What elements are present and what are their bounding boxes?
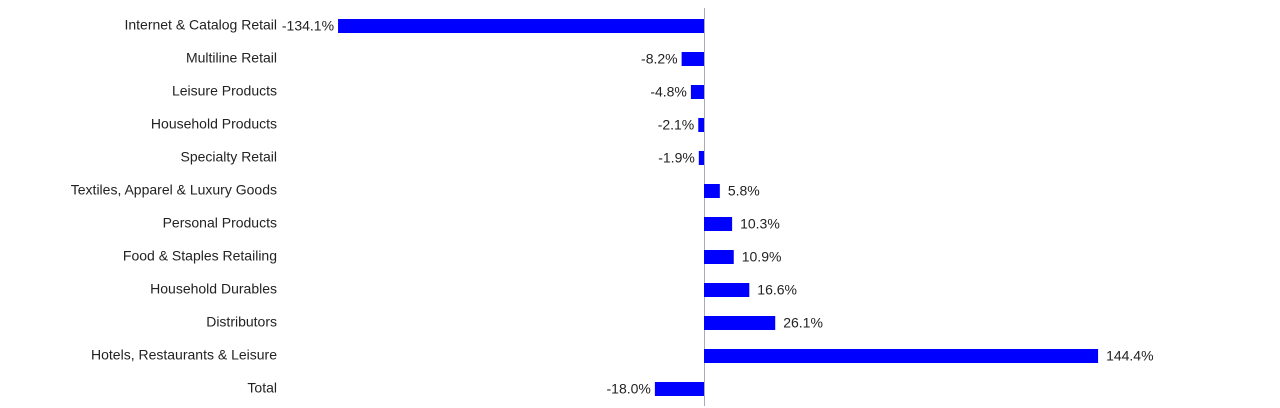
data-label: -8.2% (641, 51, 678, 67)
category-label: Internet & Catalog Retail (124, 17, 277, 33)
bar (681, 52, 704, 66)
data-label: -2.1% (658, 117, 695, 133)
category-label: Personal Products (163, 215, 277, 231)
category-label: Specialty Retail (181, 149, 278, 165)
category-label: Multiline Retail (186, 50, 277, 66)
data-label: -18.0% (607, 381, 651, 397)
data-label: 10.3% (740, 216, 780, 232)
category-label: Household Durables (150, 281, 277, 297)
bar (690, 85, 704, 99)
data-label: 16.6% (757, 282, 797, 298)
bar (654, 382, 704, 396)
bar (704, 250, 734, 264)
category-label: Household Products (151, 116, 277, 132)
bar (704, 316, 776, 330)
bar (704, 349, 1099, 363)
category-label: Textiles, Apparel & Luxury Goods (71, 182, 277, 198)
bar (704, 283, 750, 297)
category-label: Distributors (206, 314, 277, 330)
data-label: 144.4% (1106, 348, 1153, 364)
category-label: Leisure Products (172, 83, 277, 99)
bar (338, 19, 704, 33)
data-label: -134.1% (282, 18, 334, 34)
data-label: -1.9% (658, 150, 695, 166)
category-label: Food & Staples Retailing (123, 248, 277, 264)
data-label: 5.8% (728, 183, 760, 199)
bar (704, 217, 733, 231)
bar (704, 184, 720, 198)
category-label: Hotels, Restaurants & Leisure (91, 347, 277, 363)
category-label: Total (247, 380, 277, 396)
data-label: -4.8% (650, 84, 687, 100)
data-label: 26.1% (783, 315, 823, 331)
bar (698, 151, 704, 165)
bar (698, 118, 704, 132)
data-label: 10.9% (742, 249, 782, 265)
